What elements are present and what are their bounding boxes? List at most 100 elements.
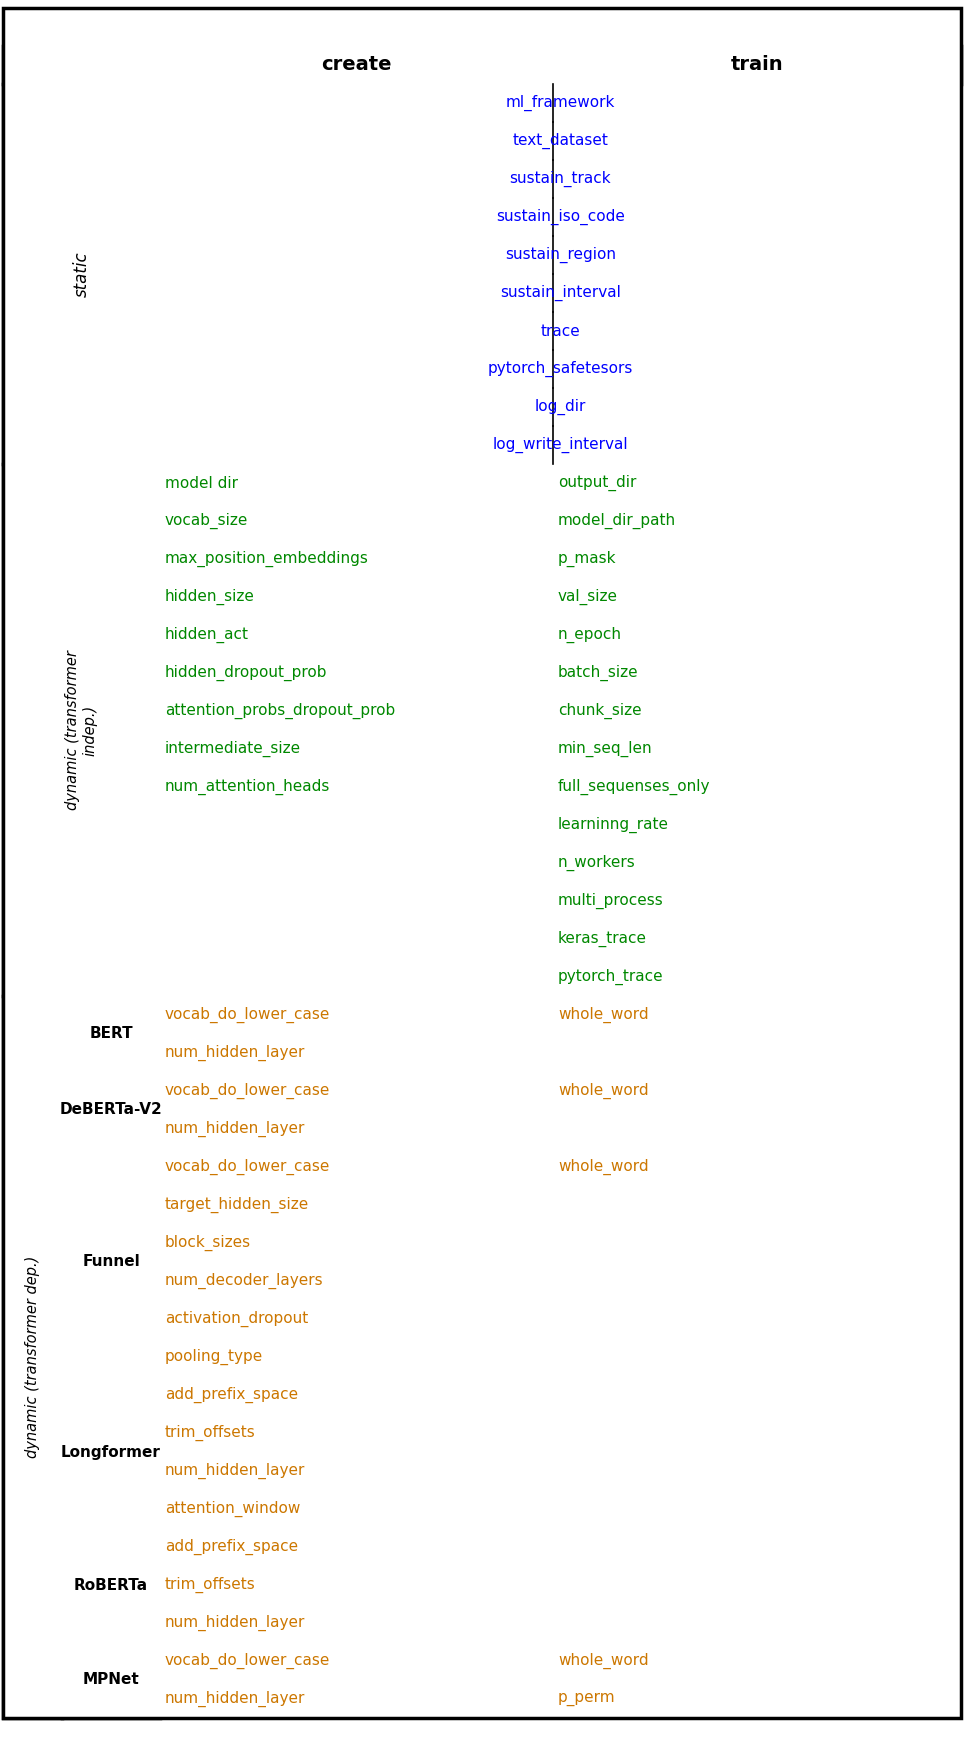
Text: activation_dropout: activation_dropout [165, 1311, 308, 1327]
Bar [553, 503, 961, 540]
Text: Longformer: Longformer [61, 1445, 161, 1459]
Bar [553, 1073, 961, 1110]
Bar [160, 997, 553, 1034]
Bar [553, 540, 961, 579]
Bar [160, 236, 961, 273]
Text: n_epoch: n_epoch [558, 626, 622, 644]
Text: chunk_size: chunk_size [558, 702, 642, 720]
Text: p_mask: p_mask [558, 550, 617, 566]
Text: learninng_rate: learninng_rate [558, 817, 669, 833]
Bar [160, 1300, 553, 1339]
Bar [553, 1261, 961, 1300]
Bar [553, 46, 961, 85]
Bar [553, 1376, 961, 1415]
Bar [553, 1452, 961, 1491]
Bar [553, 806, 961, 843]
Text: hidden_act: hidden_act [165, 626, 249, 644]
Bar [160, 388, 961, 425]
Bar [160, 882, 553, 921]
Text: MPNet: MPNet [83, 1672, 140, 1688]
Text: text_dataset: text_dataset [513, 132, 608, 150]
Text: sustain_interval: sustain_interval [500, 286, 621, 302]
Text: whole_word: whole_word [558, 1083, 649, 1099]
Text: num_attention_heads: num_attention_heads [165, 780, 331, 796]
Bar [553, 958, 961, 997]
Bar [160, 616, 553, 654]
Bar [553, 1642, 961, 1679]
Text: num_hidden_layer: num_hidden_layer [165, 1692, 306, 1708]
Bar [62, 1528, 160, 1642]
Bar [3, 997, 62, 1718]
Bar [160, 1566, 553, 1603]
Text: batch_size: batch_size [558, 665, 638, 681]
Text: BERT: BERT [90, 1027, 133, 1041]
Bar [160, 1073, 553, 1110]
Bar [553, 997, 961, 1034]
Bar [160, 503, 553, 540]
Text: num_hidden_layer: num_hidden_layer [165, 1614, 306, 1632]
Text: num_hidden_layer: num_hidden_layer [165, 1462, 306, 1478]
Text: create: create [321, 55, 391, 74]
Text: keras_trace: keras_trace [558, 931, 647, 947]
Bar [553, 1148, 961, 1185]
Bar [3, 46, 160, 85]
Text: whole_word: whole_word [558, 1653, 649, 1669]
Text: static: static [72, 250, 91, 296]
Text: p_perm: p_perm [558, 1692, 616, 1706]
Text: Funnel: Funnel [82, 1254, 140, 1270]
Text: DeBERTa-V2: DeBERTa-V2 [60, 1102, 162, 1118]
Bar [160, 161, 961, 198]
Text: block_sizes: block_sizes [165, 1235, 252, 1251]
Text: RoBERTa: RoBERTa [74, 1577, 148, 1593]
Text: num_decoder_layers: num_decoder_layers [165, 1274, 324, 1289]
Bar [553, 691, 961, 730]
Text: train: train [731, 55, 784, 74]
Bar [3, 464, 160, 997]
Bar [553, 1566, 961, 1603]
Text: pooling_type: pooling_type [165, 1349, 263, 1365]
Bar [3, 85, 160, 464]
Bar [553, 579, 961, 616]
Text: model_dir_path: model_dir_path [558, 513, 676, 529]
Text: trim_offsets: trim_offsets [165, 1577, 255, 1593]
Text: output_dir: output_dir [558, 475, 636, 490]
Text: hidden_size: hidden_size [165, 589, 254, 605]
Bar [160, 579, 553, 616]
Bar [553, 1528, 961, 1566]
Bar [553, 1300, 961, 1339]
Text: sustain_track: sustain_track [510, 171, 611, 187]
Text: vocab_size: vocab_size [165, 513, 249, 529]
Bar [160, 312, 961, 349]
Text: log_write_interval: log_write_interval [493, 437, 629, 453]
Text: log_dir: log_dir [535, 399, 586, 415]
Text: sustain_iso_code: sustain_iso_code [496, 208, 625, 226]
Bar [160, 122, 961, 161]
Bar [160, 806, 553, 843]
Bar [160, 1603, 553, 1642]
Bar [62, 1148, 160, 1376]
Text: val_size: val_size [558, 589, 618, 605]
Bar [160, 1110, 553, 1148]
Bar [160, 1679, 553, 1718]
Text: n_workers: n_workers [558, 856, 635, 871]
Text: target_hidden_size: target_hidden_size [165, 1198, 309, 1214]
Text: pytorch_safetesors: pytorch_safetesors [488, 362, 633, 377]
Bar [160, 1339, 553, 1376]
Bar [160, 1148, 553, 1185]
Text: add_prefix_space: add_prefix_space [165, 1387, 298, 1402]
Bar [62, 1073, 160, 1148]
Bar [553, 464, 961, 503]
Bar [62, 1376, 160, 1528]
Bar [553, 730, 961, 767]
Text: min_seq_len: min_seq_len [558, 741, 653, 757]
Bar [62, 997, 160, 1073]
Bar [160, 921, 553, 958]
Bar [553, 1224, 961, 1261]
Bar [553, 1679, 961, 1718]
Text: dynamic (transformer dep.): dynamic (transformer dep.) [25, 1256, 40, 1459]
Text: pytorch_trace: pytorch_trace [558, 968, 663, 984]
Text: intermediate_size: intermediate_size [165, 741, 301, 757]
Text: whole_word: whole_word [558, 1007, 649, 1023]
Text: vocab_do_lower_case: vocab_do_lower_case [165, 1083, 331, 1099]
Bar [160, 464, 553, 503]
